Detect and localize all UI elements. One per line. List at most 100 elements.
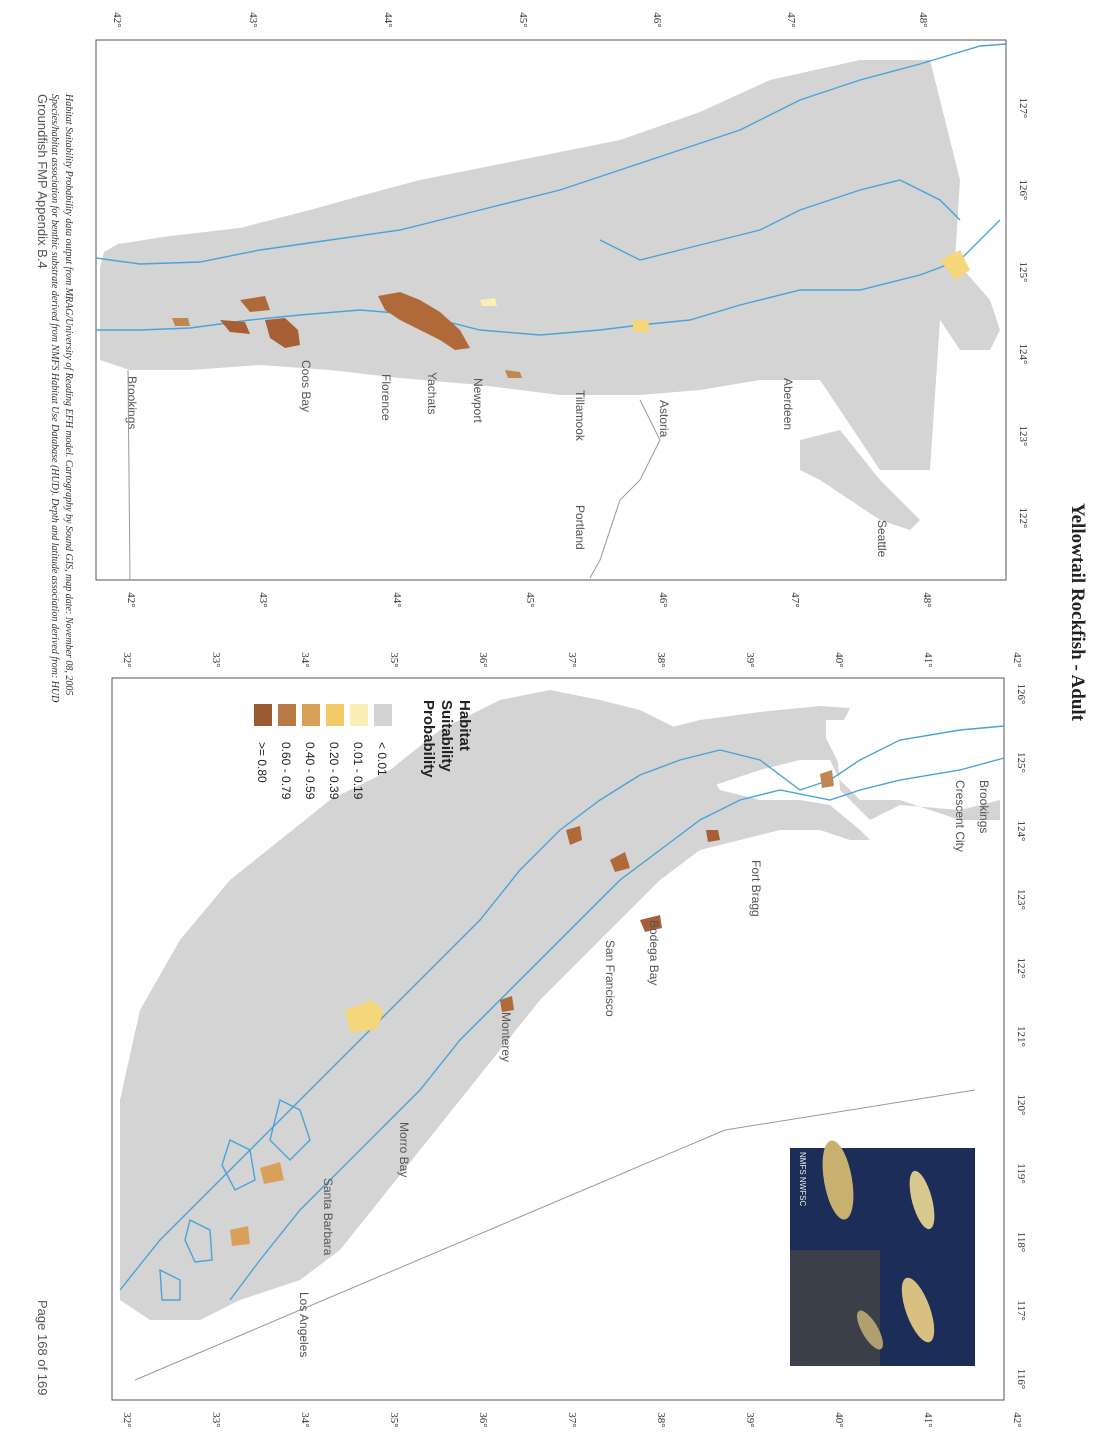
legend-title-3: Probability <box>420 700 437 778</box>
north-patch-newport <box>505 370 522 378</box>
south-lat-label-bottom: 33° <box>210 1412 222 1427</box>
legend-swatch <box>350 704 368 726</box>
north-city-labels: Seattle Aberdeen Astoria Portland Tillam… <box>125 360 889 558</box>
south-isobath-outer <box>119 725 1005 1291</box>
south-lat-label-bottom: 32° <box>121 1412 133 1427</box>
north-lat-43-bottom: 43° <box>257 592 269 607</box>
photo-credit: NMFS NWFSC <box>798 1152 807 1206</box>
city-monterey: Monterey <box>499 1012 513 1062</box>
south-lat-label-top: 39° <box>744 652 756 667</box>
south-lon-label: 120° <box>1015 1095 1027 1116</box>
city-yachats: Yachats <box>425 372 439 414</box>
city-santa-barbara: Santa Barbara <box>321 1178 335 1256</box>
legend-swatch <box>302 704 320 726</box>
south-patch-monterey <box>500 996 514 1012</box>
city-seattle: Seattle <box>875 520 889 558</box>
south-lon-label: 116° <box>1015 1369 1027 1390</box>
north-lon-123: 123° <box>1017 426 1029 447</box>
south-lat-label-bottom: 38° <box>655 1412 667 1427</box>
fish-photo-rock <box>790 1250 880 1366</box>
legend-label: 0.60 - 0.79 <box>279 742 293 800</box>
north-patch-yellow3 <box>480 298 497 306</box>
south-patch-bodega <box>640 915 662 932</box>
legend-label: 0.40 - 0.59 <box>303 742 317 800</box>
fish-1 <box>822 1140 854 1220</box>
south-lon-label: 122° <box>1015 958 1027 979</box>
north-lat-46-top: 46° <box>651 12 663 27</box>
south-patch-sf2 <box>610 852 630 872</box>
page-title: Yellowtail Rockfish - Adult <box>1067 503 1088 722</box>
north-columbia-river <box>589 399 661 579</box>
city-los-angeles: Los Angeles <box>297 1292 311 1357</box>
south-lon-label: 126° <box>1015 684 1027 705</box>
north-map-frame <box>95 39 1007 581</box>
south-isobath-island4 <box>159 1268 181 1301</box>
legend-swatch <box>254 704 272 726</box>
legend-swatch <box>326 704 344 726</box>
north-lat-44-top: 44° <box>382 12 394 27</box>
north-lat-45-top: 45° <box>517 12 529 27</box>
south-lon-label: 119° <box>1015 1163 1027 1184</box>
legend-swatch <box>278 704 296 726</box>
south-patch-morro <box>345 1000 384 1032</box>
south-lat-label-top: 36° <box>477 652 489 667</box>
south-patch-sb2 <box>230 1226 250 1246</box>
north-lat-labels-top: 42° 43° 44° 45° 46° 47° 48° <box>111 12 929 27</box>
south-lat-label-bottom: 39° <box>744 1412 756 1427</box>
caption: Habitat Suitability Probability data out… <box>49 93 74 703</box>
fish-photo: NMFS NWFSC <box>790 1140 975 1366</box>
city-aberdeen: Aberdeen <box>781 378 795 430</box>
north-patch-small2 <box>240 296 270 312</box>
south-lon-label: 118° <box>1015 1232 1027 1253</box>
legend-title-2: Suitability <box>438 700 455 772</box>
south-lat-label-bottom: 34° <box>299 1412 311 1427</box>
city-florence: Florence <box>379 374 393 421</box>
south-lat-label-top: 34° <box>299 652 311 667</box>
north-isobath-outer <box>95 43 1007 265</box>
south-isobath-inner <box>229 757 1005 1301</box>
north-lat-48-top: 48° <box>917 12 929 27</box>
city-portland: Portland <box>573 505 587 550</box>
south-lat-label-top: 37° <box>566 652 578 667</box>
north-lon-127: 127° <box>1017 98 1029 119</box>
north-lat-45-bottom: 45° <box>524 592 536 607</box>
city-coos-bay: Coos Bay <box>299 360 313 412</box>
south-lat-label-top: 42° <box>1011 652 1023 667</box>
south-lat-label-top: 32° <box>121 652 133 667</box>
south-lat-label-bottom: 40° <box>833 1412 845 1427</box>
north-lat-47-top: 47° <box>785 12 797 27</box>
south-isobath-island1 <box>269 1098 311 1161</box>
legend-swatch <box>374 704 392 726</box>
legend-label: >= 0.80 <box>255 742 269 783</box>
north-lat-42-top: 42° <box>111 12 123 27</box>
legend: Habitat Suitability Probability < 0.01 0.… <box>254 700 473 800</box>
south-lat-label-top: 40° <box>833 652 845 667</box>
south-lat-label-top: 33° <box>210 652 222 667</box>
north-patch-yellow1 <box>632 320 650 332</box>
south-lon-label: 121° <box>1015 1026 1027 1047</box>
south-isobath-island2 <box>221 1139 256 1191</box>
city-morro-bay: Morro Bay <box>397 1122 411 1177</box>
north-isobath-mid <box>599 179 961 261</box>
legend-label: 0.01 - 0.19 <box>351 742 365 800</box>
south-habitat-area-main <box>120 690 870 1310</box>
north-patch-coosbay <box>265 318 300 348</box>
north-lon-126: 126° <box>1017 180 1029 201</box>
city-brookings-north: Brookings <box>125 376 139 429</box>
north-lat-42-bottom: 42° <box>125 592 137 607</box>
south-isobath-island3 <box>184 1218 213 1263</box>
footer-right: Page 168 of 169 <box>35 1300 50 1395</box>
south-lon-label: 124° <box>1015 821 1027 842</box>
city-brookings-south: Brookings <box>977 780 991 833</box>
north-lat-48-bottom: 48° <box>921 592 933 607</box>
north-lon-122: 122° <box>1017 508 1029 529</box>
footer-left: Groundfish FMP Appendix B.4 <box>35 94 50 269</box>
south-map-frame <box>111 677 1005 1401</box>
city-newport: Newport <box>471 378 485 423</box>
north-patch-yellow2 <box>940 250 970 280</box>
north-isobath-inner <box>96 219 1001 336</box>
south-lat-label-bottom: 36° <box>477 1412 489 1427</box>
south-patch-sf1 <box>566 826 582 845</box>
south-lat-label-top: 35° <box>388 652 400 667</box>
south-map: NMFS NWFSC Habitat Suitability Probabili… <box>111 652 1027 1428</box>
